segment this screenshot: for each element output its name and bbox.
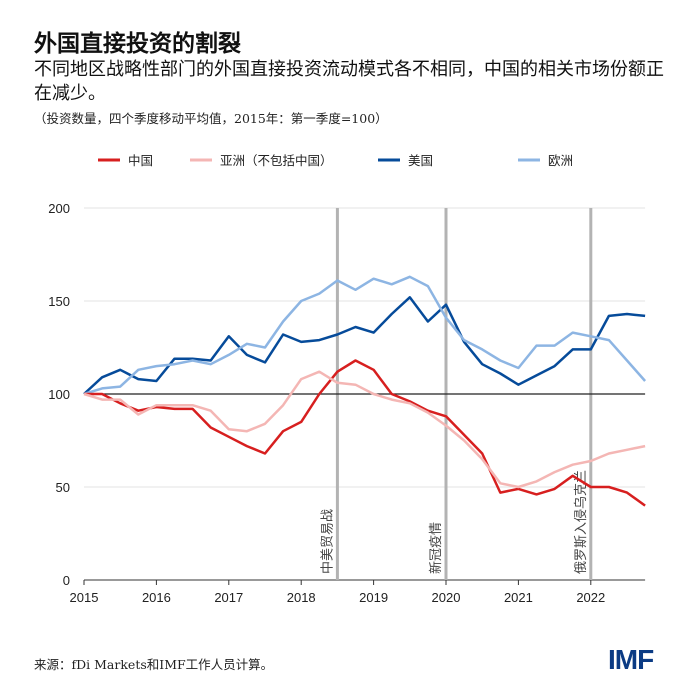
chart-note: （投资数量，四个季度移动平均值，2015年：第一季度=100） <box>34 111 388 126</box>
x-tick-label: 2019 <box>359 590 388 605</box>
legend-label: 亚洲（不包括中国） <box>220 153 333 168</box>
series-line <box>83 370 646 489</box>
x-tick-label: 2015 <box>70 590 99 605</box>
chart-subtitle: 不同地区战略性部门的外国直接投资流动模式各不相同，中国的相关市场份额正在减少。 <box>34 59 664 104</box>
legend-label: 美国 <box>408 153 433 168</box>
chart-title: 外国直接投资的割裂 <box>34 31 241 57</box>
x-tick-label: 2016 <box>142 590 171 605</box>
series-line <box>83 275 647 396</box>
legend-label: 欧洲 <box>548 153 573 168</box>
x-tick-label: 2022 <box>576 590 605 605</box>
x-tick-label: 2020 <box>432 590 461 605</box>
x-tick-label: 2017 <box>214 590 243 605</box>
imf-logo: IMF <box>608 644 654 675</box>
source-note: 来源：fDi Markets和IMF工作人员计算。 <box>34 657 274 672</box>
y-tick-label: 50 <box>56 480 70 495</box>
event-label: 俄罗斯入侵乌克兰 <box>573 470 589 574</box>
series-line <box>84 359 646 507</box>
x-tick-label: 2018 <box>287 590 316 605</box>
event-label: 新冠疫情 <box>428 522 444 574</box>
y-tick-label: 0 <box>63 573 70 588</box>
y-tick-label: 150 <box>48 294 70 309</box>
series-line <box>83 296 646 395</box>
event-label: 中美贸易战 <box>320 509 335 574</box>
y-tick-label: 100 <box>48 387 70 402</box>
x-tick-label: 2021 <box>504 590 533 605</box>
legend-label: 中国 <box>128 153 153 168</box>
y-tick-label: 200 <box>48 201 70 216</box>
